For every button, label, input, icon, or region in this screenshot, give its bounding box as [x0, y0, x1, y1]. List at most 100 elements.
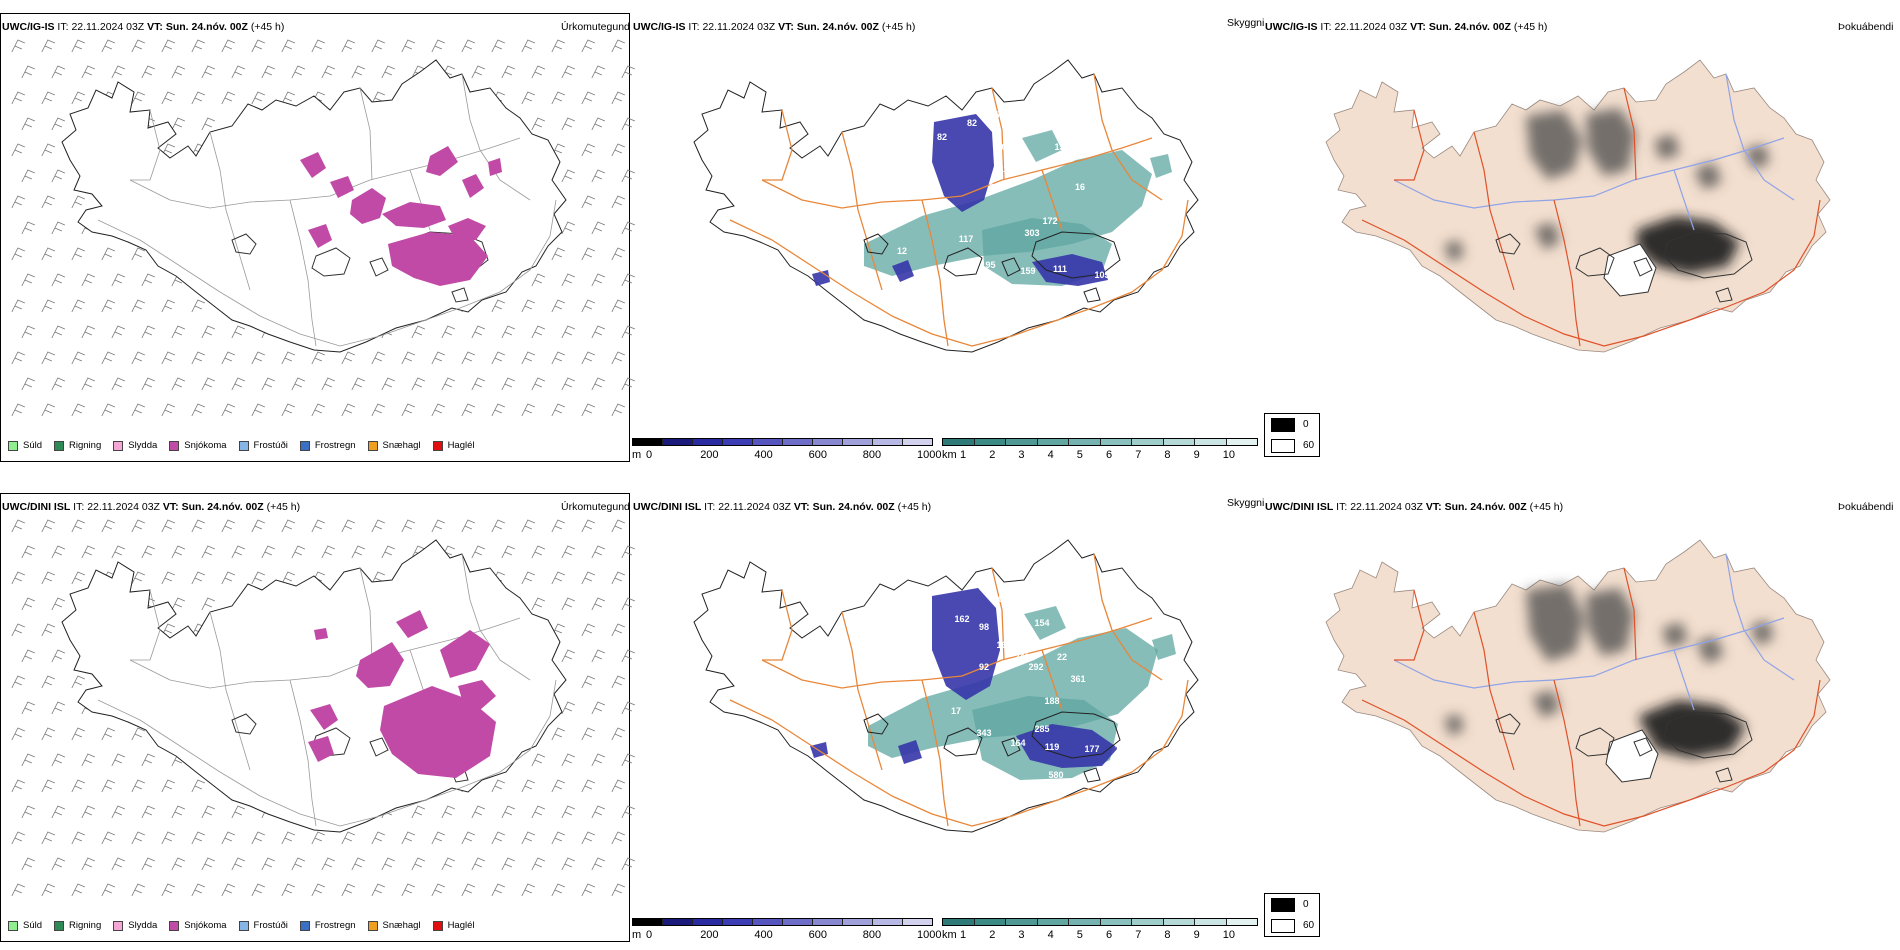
- ceiling-value-label: 125: [984, 110, 999, 120]
- colorbar-cell: [1100, 919, 1132, 925]
- road-line: [289, 199, 317, 347]
- fog-legend-label: 0: [1303, 419, 1309, 430]
- fog-legend-label: 0: [1303, 899, 1309, 910]
- road-line: [991, 87, 1005, 181]
- low-ceiling-area: [932, 588, 1000, 700]
- colorbar-swatches: [632, 438, 933, 446]
- road-line: [761, 137, 1153, 209]
- precip-legend-item: Rigning: [54, 920, 101, 931]
- cloud-title-1: Skyggni: [1227, 17, 1265, 29]
- road-line: [762, 109, 793, 181]
- legend-swatch: [299, 920, 310, 931]
- model-name: UWC/IG-IS: [633, 21, 686, 33]
- colorbar-tick: 800: [862, 929, 882, 941]
- colorbar-tick: 0: [646, 929, 653, 941]
- fog-legend-swatch: [1271, 919, 1295, 933]
- iceland-coastline: [61, 539, 567, 833]
- road-line: [129, 137, 521, 209]
- precip-header-2: UWC/DINI ISL IT: 22.11.2024 03Z VT: Sun.…: [2, 501, 300, 513]
- colorbar-cell: [873, 439, 903, 445]
- ceiling-value-label: 119: [1045, 742, 1060, 752]
- vt-value: Sun. 24.nóv. 00Z: [1444, 501, 1527, 513]
- colorbar-tick: 6: [1106, 929, 1113, 941]
- legend-swatch: [238, 440, 249, 451]
- colorbar-swatches: [632, 918, 933, 926]
- glacier-outline: [1663, 231, 1753, 279]
- it-value: 22.11.2024 03Z: [1350, 501, 1423, 513]
- vt-label: VT:: [793, 501, 810, 513]
- road-line: [461, 553, 531, 681]
- road-line: [1093, 73, 1163, 201]
- road-line: [1623, 87, 1637, 181]
- lead-time: (+45 h): [1513, 21, 1548, 33]
- fog-index-area: [1526, 584, 1584, 662]
- fog-title-2: Þokuábendi: [1838, 501, 1894, 513]
- fog-index-area: [1586, 108, 1636, 176]
- snowfall-area: [448, 218, 486, 240]
- lead-time: (+45 h): [1529, 501, 1564, 513]
- river-line: [1725, 73, 1795, 201]
- fog-index-area: [1532, 690, 1560, 718]
- it-value: 22.11.2024 03Z: [718, 501, 791, 513]
- legend-label: Slydda: [128, 920, 158, 931]
- road-line: [991, 567, 1005, 661]
- colorbar-cell: [753, 919, 783, 925]
- ceiling-value-label: 580: [1048, 770, 1063, 780]
- ceiling-colorbar-2: m 0 200 400 600 800 1000: [632, 915, 941, 945]
- colorbar-tick: 8: [1164, 929, 1171, 941]
- fog-legend-1: 0 60: [1264, 413, 1320, 457]
- road-line: [1473, 131, 1515, 291]
- colorbar-tick: 3: [1018, 449, 1025, 461]
- colorbar-cell: [1132, 439, 1164, 445]
- legend-swatch: [299, 440, 310, 451]
- legend-swatch: [432, 440, 443, 451]
- model-name: UWC/DINI ISL: [633, 501, 702, 513]
- colorbar-cell: [1163, 439, 1195, 445]
- low-visibility-area: [1024, 606, 1066, 640]
- precip-legend-2: Súld Rigning Slydda Snjókoma Frostúði Frostre…: [8, 920, 487, 931]
- low-ceiling-area: [1016, 724, 1118, 768]
- ceiling-value-label: 292: [1028, 662, 1043, 672]
- legend-label: Rigning: [69, 920, 102, 931]
- colorbar-tick: 1: [960, 929, 967, 941]
- cloud-header-2: UWC/DINI ISL IT: 22.11.2024 03Z VT: Sun.…: [633, 501, 931, 513]
- road-line: [97, 679, 557, 827]
- legend-label: Frostregn: [314, 440, 356, 451]
- road-line: [209, 611, 251, 771]
- precip-legend-1: Súld Rigning Slydda Snjókoma Frostúði Frostre…: [8, 440, 487, 451]
- ceiling-value-label: 285: [1034, 724, 1049, 734]
- legend-label: Snjókoma: [184, 440, 227, 451]
- lead-time: (+45 h): [897, 501, 932, 513]
- precip-legend-item: Haglél: [432, 920, 475, 931]
- glacier-outline: [311, 247, 351, 277]
- road-line: [1553, 199, 1581, 347]
- snowfall-area: [350, 188, 386, 224]
- snowfall-area: [462, 174, 484, 198]
- precip-legend-item: Slydda: [113, 440, 157, 451]
- colorbar-cell: [1006, 919, 1038, 925]
- road-line: [1361, 199, 1821, 347]
- it-label: IT:: [73, 501, 85, 513]
- ceiling-value-label: 82: [967, 118, 977, 128]
- colorbar-swatches: [942, 438, 1258, 446]
- road-line: [1394, 589, 1425, 661]
- model-name: UWC/DINI ISL: [1265, 501, 1334, 513]
- colorbar-cell: [1226, 919, 1257, 925]
- fog-legend-swatch: [1271, 439, 1295, 453]
- legend-swatch: [169, 440, 180, 451]
- road-line: [1361, 679, 1821, 827]
- legend-swatch: [8, 440, 18, 451]
- fog-index-area: [1638, 700, 1746, 758]
- precip-panel-frame-2: [0, 493, 630, 942]
- precip-legend-item: Súld: [8, 440, 42, 451]
- precip-legend-item: Snjókoma: [169, 440, 227, 451]
- fog-index-area: [1744, 144, 1770, 170]
- precip-legend-item: Snæhagl: [367, 440, 421, 451]
- low-visibility-area: [1152, 634, 1176, 660]
- legend-swatch: [367, 440, 378, 451]
- colorbar-cell: [974, 439, 1006, 445]
- precip-legend-item: Slydda: [113, 920, 157, 931]
- precip-map-2: [0, 510, 636, 910]
- fog-legend-swatch: [1271, 898, 1295, 912]
- snowfall-area: [314, 628, 328, 640]
